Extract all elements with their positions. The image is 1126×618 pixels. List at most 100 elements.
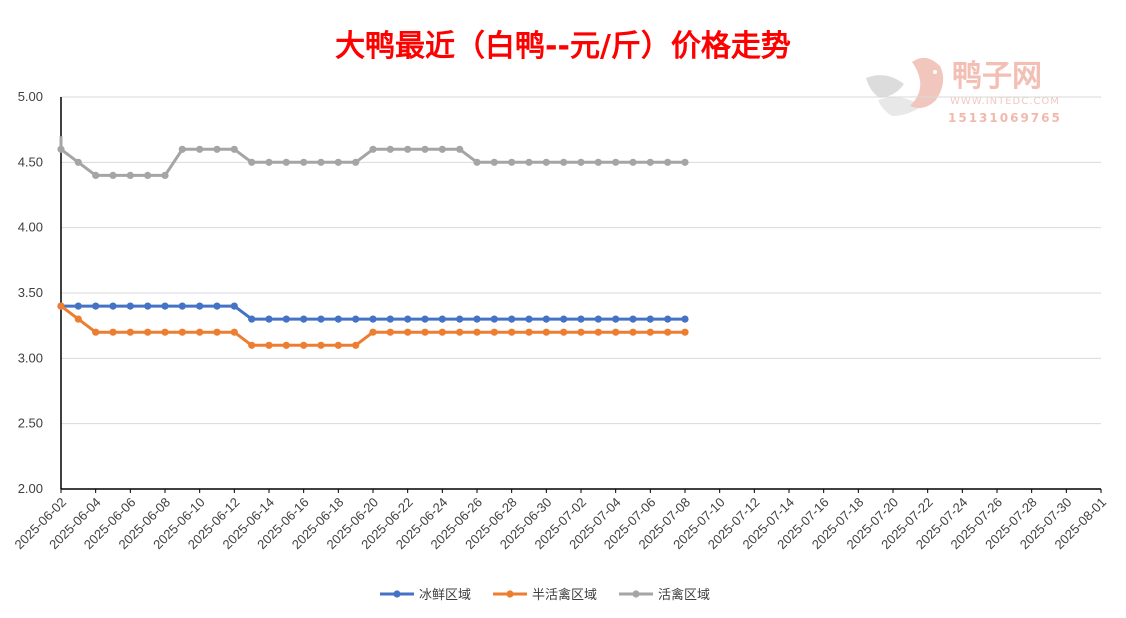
duck-logo-icon [866,57,944,116]
data-point [560,328,568,336]
data-point [386,145,394,153]
data-point [577,315,585,323]
data-point [282,315,290,323]
x-axis-ticks: 2025-06-022025-06-042025-06-062025-06-08… [11,489,1109,552]
data-point [490,328,498,336]
data-point [144,171,152,179]
data-point [664,158,672,166]
data-point [525,315,533,323]
data-point [265,341,273,349]
data-point [248,315,256,323]
watermark: 鸭子网 WWW.INTEDC.COM 15131069765 [866,57,1062,125]
data-point [438,145,446,153]
data-point [92,171,100,179]
y-tick-label: 5.00 [18,89,43,104]
data-point [248,341,256,349]
data-point [664,315,672,323]
watermark-url: WWW.INTEDC.COM [950,96,1060,107]
legend-marker [393,590,401,598]
data-point [300,341,308,349]
data-point [196,145,204,153]
data-point [629,158,637,166]
data-point [334,315,342,323]
data-point [404,315,412,323]
data-point [421,315,429,323]
data-point [161,328,169,336]
data-point [144,302,152,310]
legend-marker [632,590,640,598]
data-point [508,328,516,336]
data-point [352,315,360,323]
data-point [300,158,308,166]
y-tick-label: 2.00 [18,481,43,496]
y-tick-label: 2.50 [18,416,43,431]
data-point [421,145,429,153]
series-2 [57,302,689,349]
data-point [456,328,464,336]
data-point [230,145,238,153]
data-point [126,328,134,336]
data-point [438,328,446,336]
data-point [334,158,342,166]
data-point [178,145,186,153]
data-point [317,158,325,166]
data-point [300,315,308,323]
data-point [473,328,481,336]
legend-item: 半活禽区域 [493,587,597,603]
data-point [629,328,637,336]
data-point [646,315,654,323]
data-point [109,171,117,179]
data-point [196,302,204,310]
data-point [317,315,325,323]
data-point [126,302,134,310]
data-point [265,315,273,323]
legend-marker [506,590,514,598]
y-axis-ticks: 5.00 4.50 4.00 3.50 3.00 2.50 2.00 [18,89,43,496]
data-point [473,158,481,166]
data-point [594,158,602,166]
data-point [577,328,585,336]
grid-lines [61,96,1101,425]
data-point [612,328,620,336]
data-point [577,158,585,166]
data-point [57,145,65,153]
series-group [57,136,689,349]
data-point [213,145,221,153]
series-3 [57,136,689,179]
legend-label: 冰鲜区域 [419,588,471,603]
data-point [248,158,256,166]
watermark-phone: 15131069765 [948,111,1062,125]
watermark-name: 鸭子网 [952,59,1042,94]
data-point [57,302,65,310]
data-point [594,315,602,323]
data-point [369,328,377,336]
data-point [144,328,152,336]
data-point [421,328,429,336]
data-point [352,158,360,166]
data-point [612,315,620,323]
data-point [126,171,134,179]
data-point [369,315,377,323]
y-tick-label: 4.50 [18,154,43,169]
data-point [542,328,550,336]
data-point [92,328,100,336]
chart-title: 大鸭最近（白鸭--元/斤）价格走势 [335,29,791,64]
data-point [74,315,82,323]
data-point [646,328,654,336]
data-point [629,315,637,323]
data-point [178,302,186,310]
data-point [681,158,689,166]
data-point [456,315,464,323]
data-point [473,315,481,323]
data-point [404,145,412,153]
y-tick-label: 3.00 [18,350,43,365]
series-1 [57,302,689,323]
data-point [612,158,620,166]
data-point [196,328,204,336]
legend: 冰鲜区域 半活禽区域 活禽区域 [380,587,710,603]
data-point [386,315,394,323]
data-point [265,158,273,166]
data-point [490,158,498,166]
legend-item: 冰鲜区域 [380,588,471,603]
y-tick-label: 3.50 [18,285,43,300]
